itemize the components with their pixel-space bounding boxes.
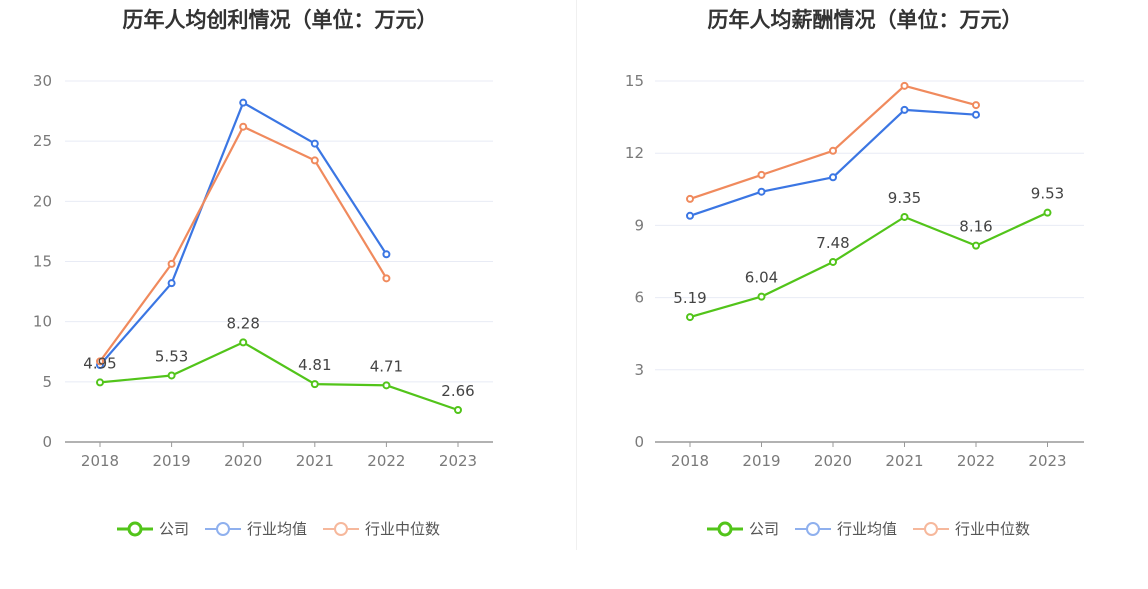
- y-tick-label: 15: [625, 72, 644, 90]
- data-point-company[interactable]: [310, 380, 319, 389]
- data-point-industry-avg[interactable]: [972, 110, 980, 119]
- data-point-company[interactable]: [900, 212, 909, 221]
- x-tick-label: 2018: [671, 452, 709, 470]
- legend-company-marker-icon: [117, 521, 153, 536]
- data-point-company[interactable]: [167, 371, 176, 380]
- y-tick-label: 20: [33, 192, 52, 210]
- data-point-industry-avg[interactable]: [686, 211, 694, 220]
- data-label-company: 4.81: [298, 356, 331, 374]
- salary-line-chart: 0 3 6 9 12 15 2018 2019 2020 2021 2022 2023 5.19 6.04…: [625, 72, 1084, 470]
- data-point-industry-avg[interactable]: [167, 279, 176, 288]
- data-point-company[interactable]: [972, 241, 980, 250]
- data-point-industry-avg[interactable]: [757, 187, 766, 196]
- data-point-industry-median[interactable]: [757, 170, 766, 179]
- y-tick-label: 15: [33, 253, 52, 271]
- data-point-industry-avg[interactable]: [239, 98, 248, 107]
- series-line-industry-median: [689, 84, 977, 200]
- series-line-company: [689, 211, 1048, 319]
- legend-item-industry-avg[interactable]: 行业均值: [793, 518, 897, 539]
- data-point-industry-median[interactable]: [829, 146, 837, 155]
- y-tick-label: 0: [634, 433, 644, 451]
- panel-divider: [576, 0, 577, 550]
- data-point-industry-median[interactable]: [686, 194, 694, 203]
- legend-industry-avg-label: 行业均值: [837, 520, 898, 538]
- legend-item-industry-median[interactable]: 行业中位数: [321, 518, 440, 539]
- x-tick-label: 2022: [957, 452, 995, 470]
- legend-industry-avg-label: 行业均值: [247, 520, 308, 538]
- data-point-company[interactable]: [382, 381, 391, 390]
- data-point-company[interactable]: [757, 292, 766, 301]
- x-tick-label: 2021: [296, 452, 334, 470]
- x-tick-label: 2019: [742, 452, 780, 470]
- legend-industry-median-marker-icon: [913, 521, 950, 536]
- legend-item-company[interactable]: 公司: [115, 518, 189, 539]
- data-point-industry-avg[interactable]: [829, 173, 837, 182]
- data-point-company[interactable]: [686, 313, 694, 322]
- legend-item-industry-avg[interactable]: 行业均值: [203, 518, 307, 539]
- y-tick-label: 5: [42, 373, 52, 391]
- salary-chart-title: 历年人均薪酬情况（单位：万元）: [707, 8, 1023, 32]
- series-line-industry-avg: [689, 108, 977, 217]
- data-label-company: 9.35: [888, 189, 921, 207]
- data-label-company: 6.04: [745, 269, 778, 287]
- y-tick-label: 12: [625, 144, 644, 162]
- data-point-industry-median[interactable]: [239, 122, 248, 131]
- y-tick-label: 9: [634, 216, 644, 234]
- x-tick-label: 2023: [439, 452, 477, 470]
- salary-chart-legend: 公司 行业均值 行业中位数: [705, 518, 1044, 539]
- data-label-company: 8.28: [226, 314, 259, 332]
- data-point-industry-avg[interactable]: [900, 105, 909, 114]
- profit-chart-legend: 公司 行业均值 行业中位数: [115, 518, 454, 539]
- data-label-company: 9.53: [1031, 185, 1064, 203]
- legend-company-marker-icon: [707, 521, 743, 536]
- legend-industry-median-marker-icon: [323, 521, 360, 536]
- data-label-company: 2.66: [441, 382, 474, 400]
- profit-line-chart: 0 5 10 15 20 25 30 2018 2019 2020 2021 2022 2023 4.95…: [33, 72, 493, 470]
- profit-chart-title: 历年人均创利情况（单位：万元）: [122, 8, 438, 32]
- y-tick-label: 6: [634, 289, 644, 307]
- data-point-industry-median[interactable]: [96, 357, 104, 366]
- legend-industry-avg-marker-icon: [205, 521, 242, 536]
- y-tick-label: 3: [634, 361, 644, 379]
- data-point-industry-avg[interactable]: [310, 139, 319, 148]
- data-label-company: 5.53: [155, 347, 188, 365]
- data-point-company[interactable]: [96, 378, 104, 387]
- legend-item-industry-median[interactable]: 行业中位数: [911, 518, 1030, 539]
- legend-item-company[interactable]: 公司: [705, 518, 779, 539]
- x-tick-label: 2022: [367, 452, 405, 470]
- data-point-company[interactable]: [454, 405, 462, 414]
- y-tick-label: 25: [33, 132, 52, 150]
- y-tick-label: 30: [33, 72, 52, 90]
- data-point-industry-median[interactable]: [972, 101, 980, 110]
- data-label-company: 8.16: [959, 218, 992, 236]
- data-label-company: 4.71: [370, 357, 403, 375]
- data-label-company: 4.95: [83, 354, 116, 372]
- series-line-company: [99, 341, 459, 412]
- data-point-company[interactable]: [239, 338, 248, 347]
- x-tick-label: 2023: [1028, 452, 1066, 470]
- legend-company-label: 公司: [749, 520, 780, 538]
- legend-industry-median-label: 行业中位数: [955, 520, 1031, 538]
- data-point-industry-avg[interactable]: [382, 250, 391, 259]
- data-point-industry-median[interactable]: [167, 259, 176, 268]
- data-point-industry-median[interactable]: [382, 274, 391, 283]
- x-tick-label: 2020: [814, 452, 852, 470]
- x-tick-label: 2020: [224, 452, 262, 470]
- legend-company-label: 公司: [159, 520, 190, 538]
- legend-industry-median-label: 行业中位数: [365, 520, 441, 538]
- legend-industry-avg-marker-icon: [795, 521, 832, 536]
- data-point-industry-median[interactable]: [310, 156, 319, 165]
- x-tick-label: 2021: [885, 452, 923, 470]
- y-tick-label: 10: [33, 313, 52, 331]
- data-label-company: 7.48: [816, 234, 849, 252]
- data-point-company[interactable]: [1043, 208, 1052, 217]
- x-tick-label: 2019: [153, 452, 191, 470]
- x-tick-label: 2018: [81, 452, 119, 470]
- data-label-company: 5.19: [673, 289, 706, 307]
- y-tick-label: 0: [42, 433, 52, 451]
- data-point-industry-median[interactable]: [900, 81, 909, 90]
- data-point-company[interactable]: [829, 257, 837, 266]
